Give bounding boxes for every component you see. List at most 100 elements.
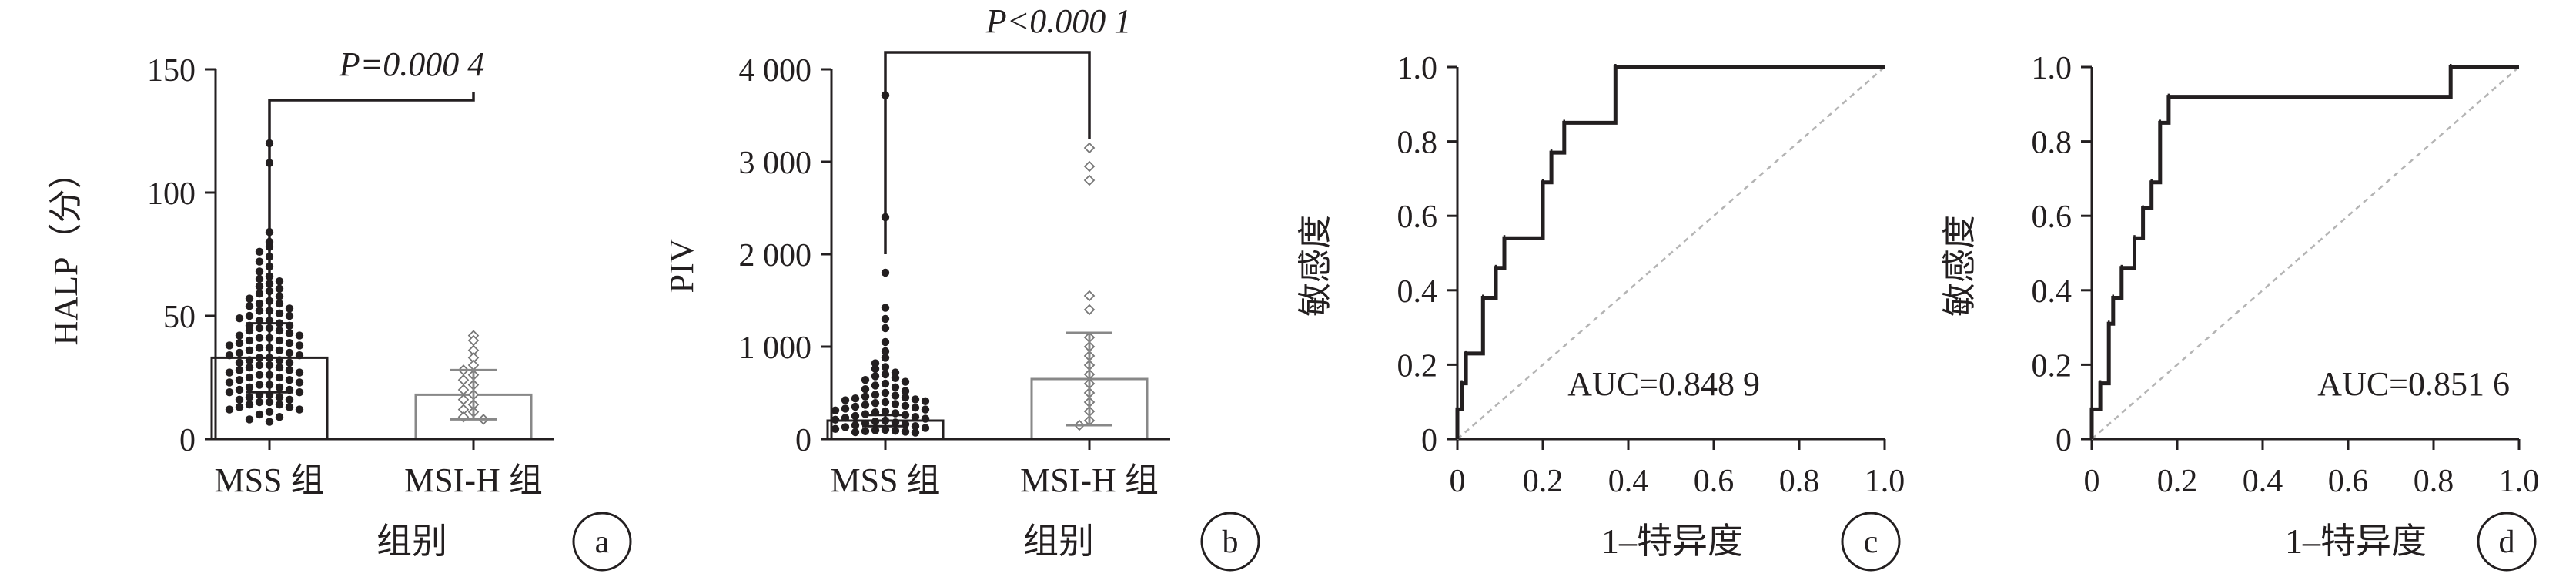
- data-point: [295, 388, 304, 397]
- data-point: [457, 394, 470, 406]
- data-point: [245, 346, 254, 354]
- x-tick-label: 0.6: [1694, 464, 1735, 499]
- data-point: [1083, 174, 1096, 186]
- data-point: [275, 277, 284, 286]
- panel-c-roc: [1455, 64, 1885, 440]
- data-point: [861, 392, 870, 401]
- panel-d-roc: [2089, 64, 2520, 440]
- x-tick-label: 0.4: [1608, 464, 1649, 499]
- data-point: [861, 401, 870, 409]
- significance-bracket-line: [268, 92, 475, 324]
- data-point: [851, 421, 860, 430]
- data-point: [1083, 290, 1096, 302]
- panel-b-xlabel: 组别: [1023, 522, 1094, 561]
- panel-c-ylabel: 敏感度: [1296, 215, 1334, 317]
- data-point: [871, 391, 880, 399]
- x-tick-label: MSI-H 组: [404, 461, 543, 499]
- data-point: [871, 381, 880, 390]
- y-tick-label: 0: [179, 423, 196, 458]
- data-point: [285, 311, 294, 320]
- panel-d-label-badge: d: [2477, 512, 2537, 572]
- data-point: [245, 294, 254, 303]
- data-point: [275, 299, 284, 308]
- data-point: [881, 407, 890, 416]
- panel-b-significance-bracket: [884, 51, 1091, 254]
- data-point: [255, 282, 264, 290]
- y-tick-label: 1.0: [1397, 51, 1438, 86]
- reference-diagonal: [1457, 66, 1885, 440]
- data-point: [245, 356, 254, 364]
- y-tick-label: 1 000: [739, 330, 812, 366]
- y-tick-label: 2 000: [739, 238, 812, 273]
- y-tick-label: 0: [795, 423, 811, 458]
- data-point: [831, 415, 840, 424]
- data-point: [881, 314, 890, 324]
- data-point: [225, 368, 234, 377]
- data-point: [235, 395, 244, 404]
- data-point: [255, 290, 264, 298]
- panel-a-axes: 0 50 100 150 MSS 组 MSI-H 组: [147, 53, 554, 499]
- data-point: [831, 424, 840, 433]
- data-point: [255, 307, 264, 315]
- panel-b-axes: 0 1 000 2 000 3 000 4 000 MSS 组 MSI-H 组: [739, 53, 1170, 499]
- y-tick-label: 0.8: [2032, 126, 2073, 161]
- data-point: [921, 397, 930, 405]
- data-point: [245, 401, 254, 409]
- data-point: [235, 331, 244, 340]
- panel-d-axes: 0 0.2 0.4 0.6 0.8 1.0 0 0.2 0.4 0.6 0.8 1.0: [2032, 51, 2540, 499]
- panel-b-label: b: [1223, 525, 1239, 560]
- panel-c-auc: AUC=0.848 9: [1567, 365, 1760, 403]
- panel-d-ylabel: 敏感度: [1941, 215, 1979, 317]
- data-point: [901, 393, 910, 402]
- panel-c-label: c: [1864, 525, 1878, 560]
- panel-c: 0 0.2 0.4 0.6 0.8 1.0 0 0.2 0.4 0.6 0.8 1.0 AUC=0.8…: [1296, 51, 1905, 572]
- data-point: [285, 348, 294, 357]
- data-point: [851, 394, 860, 403]
- data-point: [235, 385, 244, 394]
- data-point: [235, 339, 244, 347]
- data-point: [245, 336, 254, 345]
- data-point: [235, 366, 244, 374]
- data-point: [881, 425, 890, 434]
- data-point: [275, 336, 284, 345]
- data-point: [265, 398, 274, 407]
- data-point: [275, 327, 284, 335]
- data-point: [911, 428, 920, 437]
- significance-bracket-line: [884, 51, 1091, 254]
- data-point: [901, 401, 910, 410]
- data-point: [275, 356, 284, 364]
- data-point: [851, 428, 860, 437]
- data-point: [285, 339, 294, 347]
- data-point: [235, 348, 244, 357]
- data-point: [255, 257, 264, 266]
- data-point: [275, 292, 284, 300]
- data-point: [1083, 304, 1096, 316]
- data-point: [891, 400, 900, 408]
- data-point: [255, 344, 264, 352]
- data-point: [901, 428, 910, 436]
- y-tick-label: 0: [1421, 423, 1437, 458]
- data-point: [467, 359, 480, 371]
- data-point: [861, 376, 870, 384]
- data-point: [871, 418, 880, 426]
- data-point: [295, 341, 304, 350]
- data-point: [831, 406, 840, 414]
- roc-curve: [1455, 65, 1885, 439]
- data-point: [255, 247, 264, 256]
- panel-a-label: a: [595, 525, 610, 560]
- data-point: [275, 383, 284, 391]
- data-point: [881, 347, 890, 356]
- data-point: [457, 384, 470, 396]
- panel-d-auc: AUC=0.851 6: [2317, 365, 2510, 403]
- data-point: [255, 361, 264, 370]
- data-point: [891, 391, 900, 400]
- data-point: [901, 387, 910, 395]
- data-point: [255, 274, 264, 283]
- data-point: [225, 351, 234, 360]
- data-point: [881, 337, 890, 347]
- data-point: [295, 405, 304, 414]
- data-point: [921, 414, 930, 423]
- y-tick-label: 1.0: [2032, 51, 2073, 86]
